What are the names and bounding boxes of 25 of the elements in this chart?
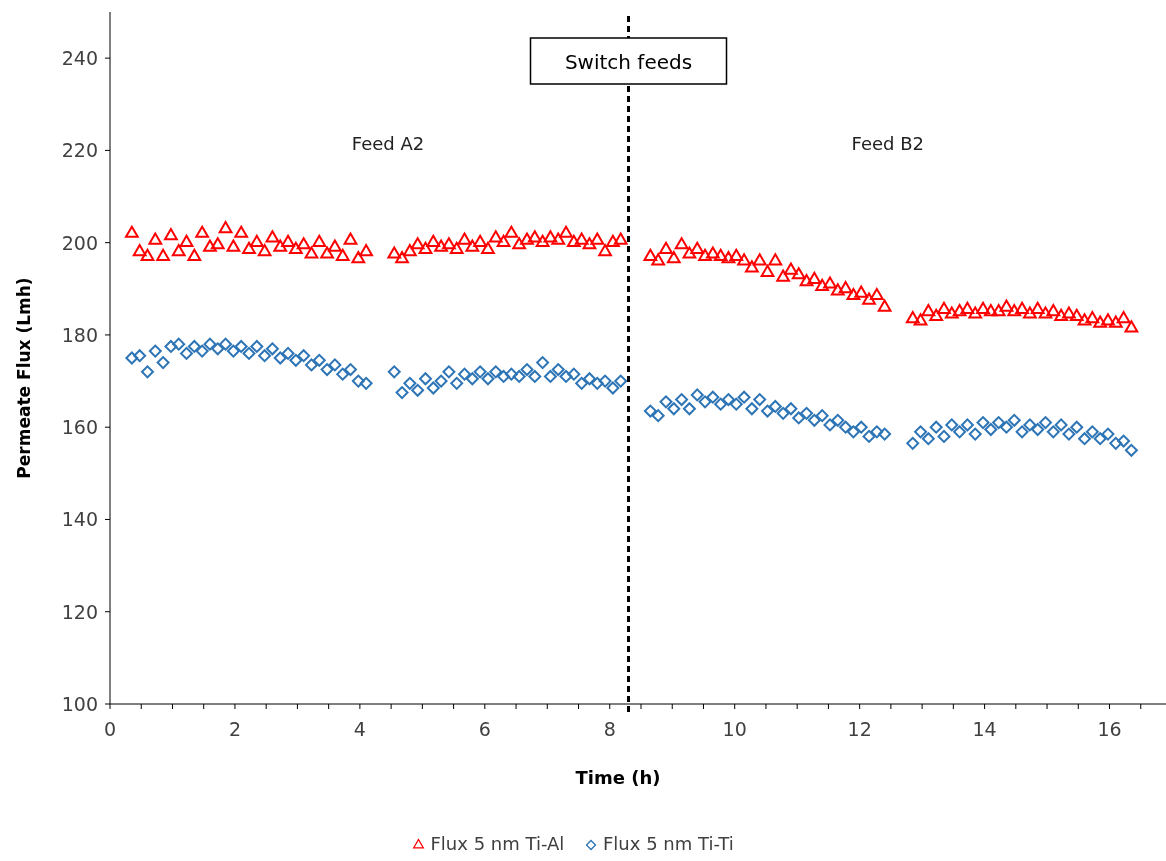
x-tick-label: 2 — [228, 718, 241, 740]
ref-line-label: Switch feeds — [564, 50, 693, 74]
y-tick-label: 100 — [61, 693, 98, 715]
x-tick-label: 4 — [353, 718, 366, 740]
x-tick-label: 6 — [478, 718, 491, 740]
y-tick-label: 220 — [61, 139, 98, 162]
x-axis-title: Time (h) — [575, 767, 661, 788]
legend-label: Flux 5 nm Ti-Al — [430, 833, 565, 854]
x-tick-label: 10 — [722, 718, 747, 740]
x-tick-label: 12 — [847, 718, 872, 740]
x-tick-label: 16 — [1097, 718, 1122, 740]
y-tick-label: 240 — [61, 47, 98, 70]
y-tick-label: 180 — [61, 323, 98, 346]
y-tick-label: 200 — [61, 231, 98, 254]
annotation: Feed B2 — [851, 133, 924, 154]
y-axis-title: Permeate Flux (Lmh) — [14, 277, 34, 479]
y-tick-label: 160 — [61, 416, 98, 439]
x-tick-label: 0 — [103, 718, 117, 740]
x-tick-label: 8 — [603, 718, 616, 740]
label-frame: Switch feeds — [529, 37, 728, 85]
y-tick-label: 140 — [61, 508, 98, 531]
legend-label: Flux 5 nm Ti-Ti — [603, 833, 734, 854]
x-tick-label: 14 — [972, 718, 997, 740]
y-tick-label: 120 — [61, 600, 98, 623]
annotation: Feed A2 — [351, 133, 425, 154]
